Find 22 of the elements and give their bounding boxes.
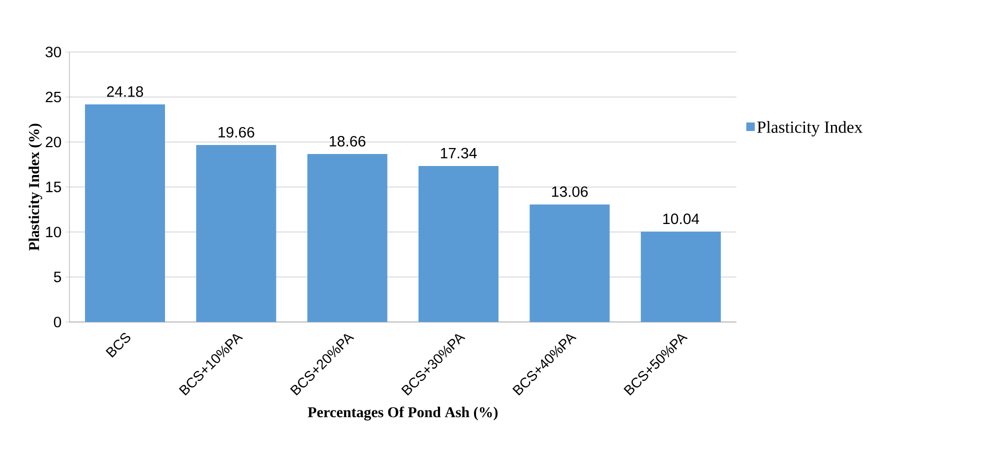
data-label: 10.04 bbox=[663, 214, 700, 224]
bar bbox=[307, 154, 388, 322]
bar bbox=[196, 145, 276, 322]
y-tick-label: 0 bbox=[54, 316, 62, 328]
bar bbox=[418, 166, 499, 322]
x-axis-title: Percentages Of Pond Ash (%) bbox=[308, 406, 498, 420]
y-tick-label: 30 bbox=[46, 46, 62, 58]
data-label: 17.34 bbox=[440, 148, 477, 158]
y-tick-label: 15 bbox=[46, 182, 62, 192]
y-tick-label: 10 bbox=[46, 226, 62, 238]
data-label: 13.06 bbox=[552, 186, 588, 197]
data-label: 24.18 bbox=[107, 86, 144, 97]
data-label: 19.66 bbox=[218, 126, 254, 138]
bar bbox=[640, 232, 721, 322]
bar bbox=[530, 204, 610, 322]
y-axis-title: Plasticity Index (%) bbox=[28, 124, 42, 251]
data-label: 18.66 bbox=[330, 136, 366, 147]
y-tick-label: 20 bbox=[46, 136, 62, 148]
y-tick-label: 25 bbox=[46, 92, 62, 102]
legend-label: Plasticity Index bbox=[757, 120, 862, 136]
bar bbox=[85, 104, 166, 322]
y-tick-label: 5 bbox=[54, 272, 62, 282]
